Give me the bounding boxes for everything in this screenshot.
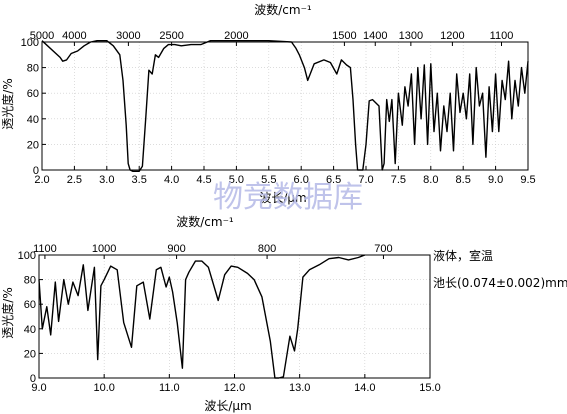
chart-1-x-tick-label-0: 2.0 xyxy=(34,174,49,186)
chart-lower: 波数/cm⁻¹ 波长/μm 透光度/% 液体，室温 池长(0.074±0.002… xyxy=(0,214,567,413)
chart-2-x-tick-label-5: 14.0 xyxy=(354,382,375,394)
chart-1-top-axis-label: 波数/cm⁻¹ xyxy=(254,2,312,17)
chart-2-y-tick-label-0: 0 xyxy=(30,373,36,385)
chart-1-top-tick-label-6: 1400 xyxy=(363,30,387,42)
chart-1-y-tick-label-1: 20 xyxy=(27,139,39,151)
chart-1-x-tick-label-11: 7.5 xyxy=(391,174,406,186)
chart-1-x-axis-label: 波长/μm xyxy=(259,191,306,205)
chart-1-y-tick-label-0: 0 xyxy=(33,165,39,177)
chart-2-y-tick-label-4: 80 xyxy=(24,275,36,287)
chart-1-x-tick-label-13: 8.5 xyxy=(456,174,471,186)
chart-2-x-tick-label-6: 15.0 xyxy=(419,382,440,394)
chart-2-top-tick-label-0: 1100 xyxy=(33,243,57,255)
chart-1-series-line-0 xyxy=(41,40,529,173)
chart-2-x-tick-label-3: 12.0 xyxy=(224,382,245,394)
chart-2-y-tick-label-1: 20 xyxy=(24,348,36,360)
chart-2-top-tick-label-4: 700 xyxy=(374,243,392,255)
chart-1-x-tick-label-10: 7.0 xyxy=(358,174,373,186)
chart-2-x-tick-label-4: 13.0 xyxy=(289,382,310,394)
chart-2-top-tick-label-3: 800 xyxy=(258,243,276,255)
chart-2-y-tick-label-3: 60 xyxy=(24,299,36,311)
chart-2-x-axis-label: 波长/μm xyxy=(204,399,251,413)
chart-1-x-tick-label-4: 4.0 xyxy=(164,174,179,186)
chart-2-top-axis-label: 波数/cm⁻¹ xyxy=(176,214,234,229)
chart-1-x-tick-label-2: 3.0 xyxy=(99,174,114,186)
chart-1-x-tick-label-1: 2.5 xyxy=(67,174,82,186)
chart-2-x-tick-label-0: 9.0 xyxy=(31,382,46,394)
chart-1-x-tick-label-15: 9.5 xyxy=(520,174,535,186)
chart-1-top-tick-label-7: 1300 xyxy=(399,30,423,42)
chart-1-x-tick-label-6: 5.0 xyxy=(229,174,244,186)
chart-2-series-line-0 xyxy=(38,254,366,379)
chart-2-x-tick-label-1: 10.0 xyxy=(93,382,114,394)
chart-1-x-tick-label-14: 9.0 xyxy=(488,174,503,186)
chart-1-top-tick-label-3: 2500 xyxy=(159,30,183,42)
chart-2-y-tick-label-5: 100 xyxy=(18,250,36,262)
chart-1-y-tick-label-2: 40 xyxy=(27,114,39,126)
chart-1-y-tick-label-4: 80 xyxy=(27,63,39,75)
chart-1-x-tick-label-12: 8.0 xyxy=(423,174,438,186)
chart-1-top-tick-label-9: 1100 xyxy=(490,30,514,42)
chart-1-y-axis-label: 透光度/% xyxy=(0,78,15,129)
chart-2-y-axis-label: 透光度/% xyxy=(0,287,15,338)
chart-1-x-tick-label-7: 5.5 xyxy=(261,174,276,186)
chart-2-x-tick-label-2: 11.0 xyxy=(159,382,180,394)
watermark-text: 物竞数据库 xyxy=(213,180,363,215)
chart-1-top-tick-label-0: 5000 xyxy=(30,30,54,42)
chart-2-annotation-sample: 液体，室温 xyxy=(433,248,493,263)
chart-1-x-tick-label-3: 3.5 xyxy=(132,174,147,186)
chart-1-top-tick-label-5: 1500 xyxy=(332,30,356,42)
chart-1-top-tick-label-8: 1200 xyxy=(440,30,464,42)
chart-1-y-tick-label-3: 60 xyxy=(27,88,39,100)
chart-1-top-tick-label-1: 4000 xyxy=(62,30,86,42)
chart-1-y-tick-label-5: 100 xyxy=(21,37,39,49)
chart-2-y-tick-label-2: 40 xyxy=(24,324,36,336)
chart-upper: 波数/cm⁻¹ 波长/μm 透光度/% 2.0 2.5 3.0 3.5 4.0 4.5 5.… xyxy=(0,2,536,205)
chart-2-top-tick-label-1: 1000 xyxy=(92,243,116,255)
chart-1-x-tick-label-8: 6.0 xyxy=(294,174,309,186)
chart-2-top-tick-label-2: 900 xyxy=(167,243,185,255)
chart-2-annotation-cell-length: 池长(0.074±0.002)mm xyxy=(433,276,567,290)
chart-1-top-tick-label-2: 3000 xyxy=(116,30,140,42)
chart-1-x-tick-label-5: 4.5 xyxy=(196,174,211,186)
chart-1-x-tick-label-9: 6.5 xyxy=(326,174,341,186)
chart-1-top-tick-label-4: 2000 xyxy=(224,30,248,42)
